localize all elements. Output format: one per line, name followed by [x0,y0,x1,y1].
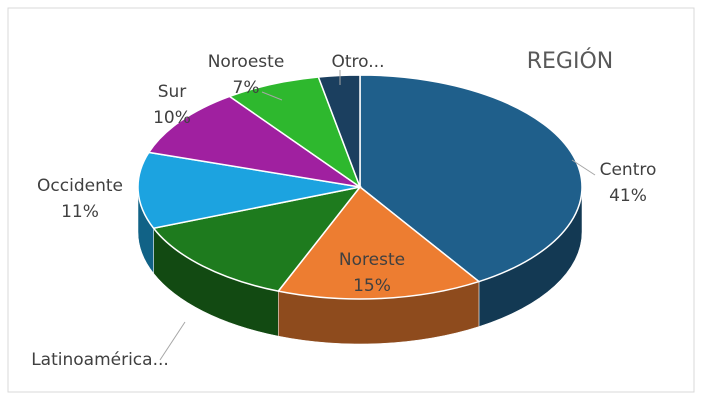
data-label-value: 15% [353,276,391,296]
slice-top [317,74,361,188]
data-label-name: Centro [600,160,657,180]
data-label-value: 41% [609,186,647,206]
chart-title: REGIÓN [527,48,614,74]
data-label-name: Occidente [37,176,123,196]
data-label-name: Otro... [332,52,385,72]
data-label-name: Noreste [339,250,405,270]
slice-top [147,95,361,188]
leader-line [159,321,186,361]
data-label-value: 10% [153,108,191,128]
slice [317,74,361,188]
slice-top [137,151,361,230]
slice [147,95,361,188]
leader-line [261,91,283,101]
data-label-name: Sur [158,82,187,102]
slice-top [152,185,362,292]
data-label-value: 7% [233,78,260,98]
data-label-name: Noroeste [208,52,285,72]
slice-top [276,185,481,300]
data-label-value: 11% [61,202,99,222]
slice [137,151,361,274]
leader-line [571,159,596,176]
slice-top [359,74,583,283]
data-label-name: Latinoamérica... [31,350,169,370]
